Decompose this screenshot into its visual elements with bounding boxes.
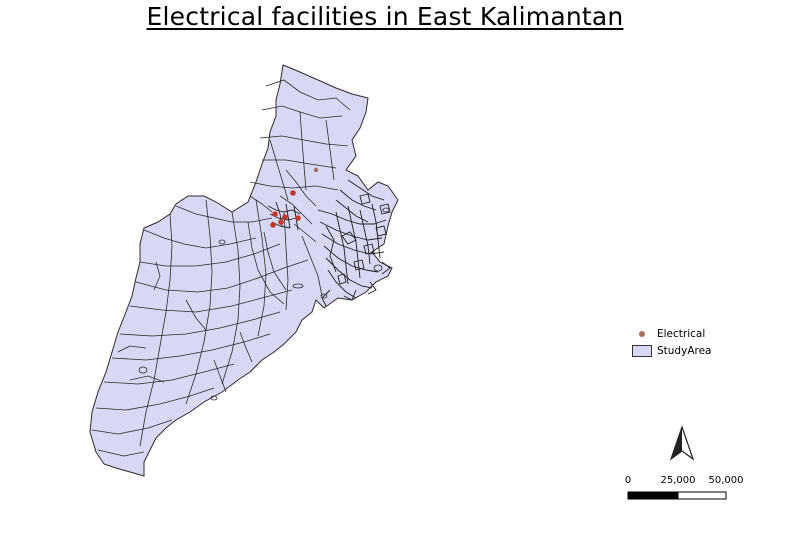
- electrical-facility-point: [272, 211, 278, 217]
- electrical-facility-point: [295, 215, 301, 221]
- legend-polygon-swatch: [632, 344, 652, 357]
- scale-bar: [627, 491, 727, 500]
- scale-bar-labels: 0 25,000 50,000: [612, 475, 762, 489]
- small-features: [138, 207, 390, 401]
- electrical-facility-point: [290, 190, 296, 196]
- legend-point-swatch: [639, 330, 645, 337]
- legend-label-studyarea: StudyArea: [657, 344, 712, 357]
- study-area-polygon: [89, 64, 399, 477]
- electrical-facility-point: [282, 214, 288, 220]
- scale-label-0: 0: [624, 475, 632, 486]
- north-arrow-icon: [669, 425, 695, 461]
- scale-label-25000: 25,000: [660, 475, 696, 486]
- delta-region: [317, 179, 391, 307]
- legend-item-studyarea: StudyArea: [632, 342, 711, 359]
- legend-item-electrical: Electrical: [632, 325, 711, 342]
- electrical-facility-point: [313, 167, 319, 173]
- map-legend: Electrical StudyArea: [632, 325, 711, 359]
- point-symbol-icon: [632, 328, 652, 340]
- electrical-points: [270, 167, 319, 228]
- electrical-facility-point: [278, 219, 284, 225]
- electrical-facility-point: [270, 222, 276, 228]
- map-title: Electrical facilities in East Kalimantan: [146, 2, 624, 31]
- legend-label-electrical: Electrical: [657, 327, 706, 340]
- district-boundaries: [91, 79, 351, 457]
- polygon-symbol-icon: [632, 344, 652, 357]
- scale-label-50000: 50,000: [708, 475, 744, 486]
